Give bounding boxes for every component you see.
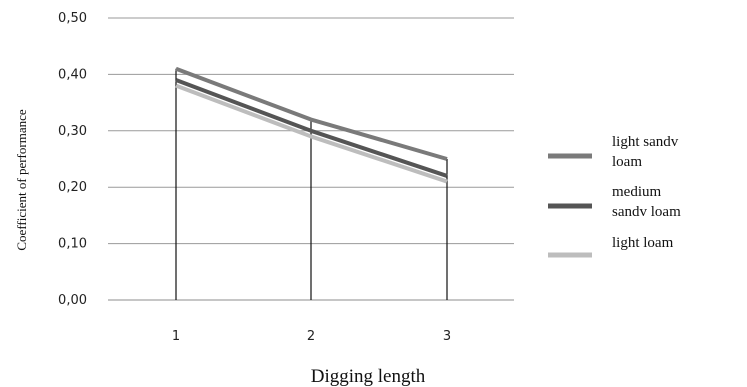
x-tick-label: 1 — [172, 329, 180, 344]
legend-item: light loam — [548, 235, 674, 258]
y-tick-label: 0,30 — [58, 124, 87, 139]
legend-label: sandv loam — [612, 204, 681, 220]
y-tick-label: 0,00 — [58, 293, 87, 308]
y-axis-title: Coefficient of performance — [14, 109, 29, 250]
tick-labels: 0,00 0,10 0,20 0,30 0,40 0,50 1 2 3 — [58, 11, 451, 344]
x-tick-label: 2 — [307, 329, 315, 344]
x-axis-title: Digging length — [311, 366, 426, 387]
y-tick-label: 0,40 — [58, 67, 87, 82]
legend-label: loam — [612, 154, 642, 170]
y-tick-label: 0,50 — [58, 11, 87, 26]
legend-label: light loam — [612, 235, 674, 251]
y-tick-label: 0,10 — [58, 237, 87, 252]
legend-label: medium — [612, 184, 661, 200]
legend-item: light sandv loam — [548, 134, 679, 170]
legend: light sandv loam medium sandv loam light loa… — [548, 134, 681, 258]
legend-item: medium sandv loam — [548, 184, 681, 220]
legend-label: light sandv — [612, 134, 679, 150]
x-tick-label: 3 — [443, 329, 451, 344]
drop-lines — [175, 68, 448, 300]
y-tick-label: 0,20 — [58, 180, 87, 195]
series-lines — [175, 66, 448, 184]
